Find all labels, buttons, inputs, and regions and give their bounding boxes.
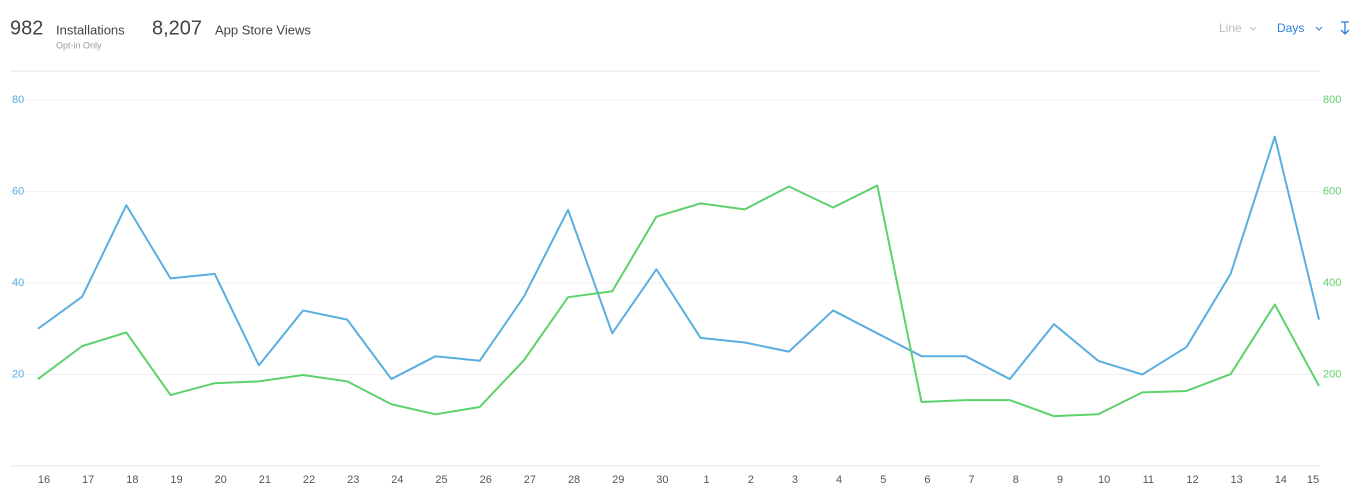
x-tick-label: 14 [1275, 474, 1287, 486]
views-count: 8,207 [152, 17, 202, 39]
x-tick-label: 9 [1057, 474, 1063, 486]
x-tick-label: 28 [568, 474, 580, 486]
y2-tick-label: 200 [1323, 368, 1341, 380]
x-tick-label: 27 [524, 474, 536, 486]
y-tick-label: 60 [12, 185, 24, 197]
x-tick-label: 8 [1013, 474, 1019, 486]
x-tick-label: 17 [82, 474, 94, 486]
x-tick-label: 29 [612, 474, 624, 486]
x-tick-label: 18 [126, 474, 138, 486]
x-tick-label: 21 [259, 474, 271, 486]
y-tick-label: 40 [12, 277, 24, 289]
x-tick-label: 30 [656, 474, 668, 486]
x-tick-label: 3 [792, 474, 798, 486]
x-tick-label: 24 [391, 474, 403, 486]
x-tick-label: 11 [1143, 474, 1154, 486]
period-caret [1315, 26, 1323, 31]
installations-note: Opt-in Only [56, 40, 102, 50]
download-button[interactable] [1340, 21, 1350, 35]
x-tick-label: 5 [880, 474, 886, 486]
period-menu[interactable]: Days [1277, 21, 1304, 35]
x-tick-label: 23 [347, 474, 359, 486]
x-tick-label: 4 [836, 474, 842, 486]
views-label: App Store Views [215, 22, 311, 37]
series-line [37, 184, 1320, 418]
chart-style-menu[interactable]: Line [1219, 21, 1242, 35]
x-tick-label: 16 [38, 474, 50, 486]
x-tick-label: 15 [1307, 474, 1319, 486]
x-tick-label: 22 [303, 474, 315, 486]
y2-tick-label: 400 [1323, 277, 1341, 289]
installations-label: Installations [56, 22, 125, 37]
x-tick-label: 12 [1186, 474, 1198, 486]
installations-count: 982 [10, 17, 43, 39]
x-tick-label: 26 [480, 474, 492, 486]
y-tick-label: 80 [12, 94, 24, 106]
x-tick-label: 13 [1231, 474, 1243, 486]
x-tick-label: 6 [924, 474, 930, 486]
y2-tick-label: 800 [1323, 94, 1341, 106]
x-tick-label: 1 [704, 474, 710, 486]
y2-tick-label: 600 [1323, 185, 1341, 197]
x-tick-label: 19 [170, 474, 182, 486]
y-tick-label: 20 [12, 368, 24, 380]
chart-style-caret [1249, 26, 1257, 31]
x-tick-label: 10 [1098, 474, 1110, 486]
x-tick-label: 25 [435, 474, 447, 486]
series-line [37, 135, 1320, 381]
x-tick-label: 20 [215, 474, 227, 486]
x-tick-label: 7 [969, 474, 975, 486]
x-tick-label: 2 [748, 474, 754, 486]
